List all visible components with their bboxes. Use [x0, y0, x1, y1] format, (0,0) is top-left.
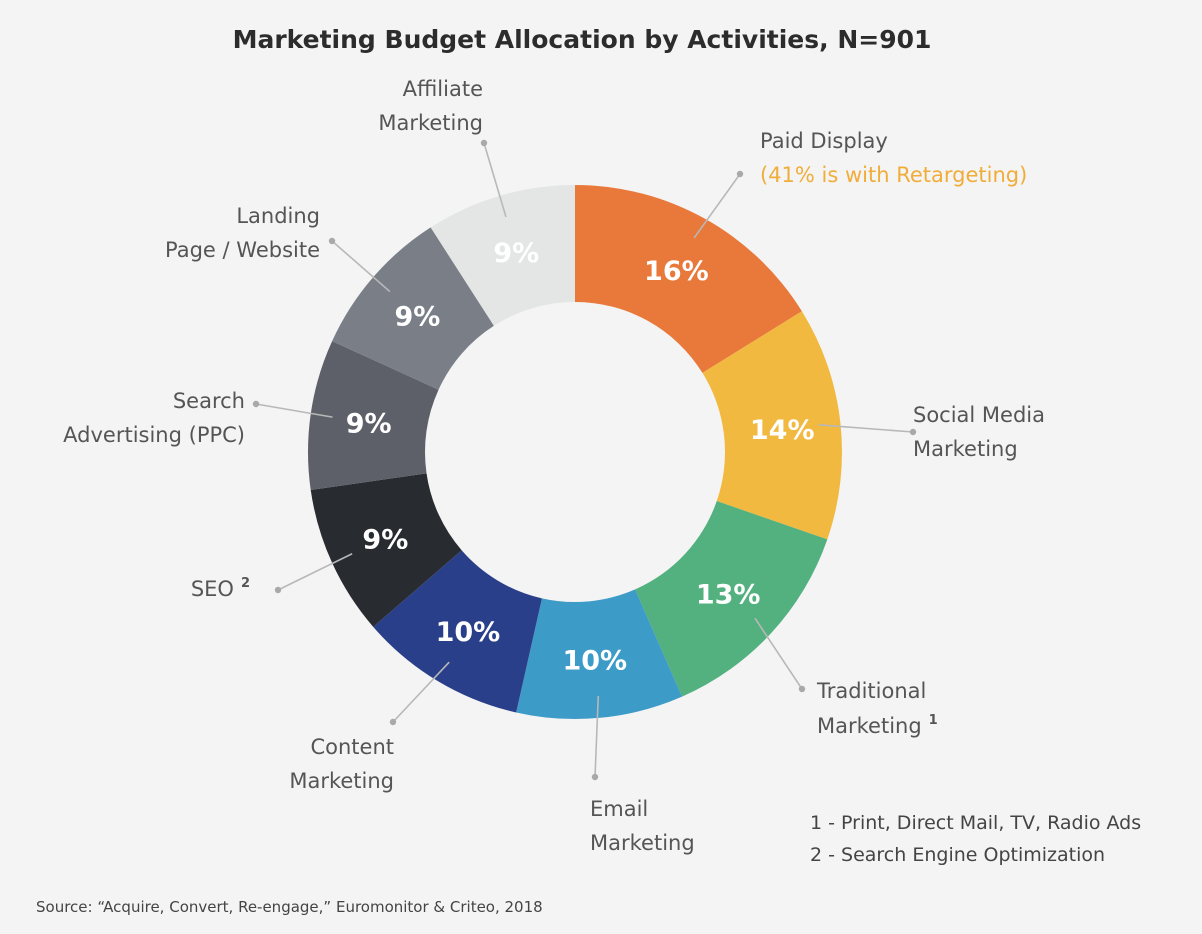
percent-labels: 16% 14% 13% 10% 10% 9% 9% 9% 9% — [346, 238, 815, 677]
category-label-paid-display: Paid Display — [760, 129, 888, 153]
chart-title: Marketing Budget Allocation by Activitie… — [233, 25, 932, 54]
percent-label-email-marketing: 10% — [562, 646, 627, 677]
leader-line-social-media-marketing — [818, 424, 914, 433]
leader-line-paid-display — [693, 173, 741, 239]
percent-label-seo: 9% — [362, 525, 408, 556]
leader-line-email-marketing — [594, 695, 600, 778]
leader-lines — [252, 139, 917, 781]
leader-dot-social-media-marketing — [909, 428, 917, 436]
slice-affiliate-marketing — [430, 185, 575, 326]
percent-label-content-marketing: 10% — [436, 617, 501, 648]
donut-slices — [308, 185, 843, 719]
slice-social-media-marketing — [702, 311, 843, 540]
slice-email-marketing — [516, 589, 683, 719]
category-labels: Paid Display (41% is with Retargeting) Soc… — [63, 77, 1045, 855]
leader-dot-content-marketing — [389, 718, 397, 726]
percent-label-affiliate-marketing: 9% — [493, 238, 539, 269]
leader-line-traditional-marketing — [754, 617, 803, 690]
slice-paid-display — [575, 185, 802, 373]
category-label-landing-page-website: Page / Website — [165, 238, 320, 262]
leader-line-content-marketing — [392, 661, 450, 723]
leader-line-affiliate-marketing — [483, 142, 507, 218]
category-label-affiliate-marketing: Marketing — [378, 111, 483, 135]
percent-label-search-advertising-ppc: 9% — [346, 408, 392, 439]
category-label-email-marketing: Email — [590, 797, 648, 821]
source-note: Source: “Acquire, Convert, Re-engage,” E… — [36, 898, 543, 916]
slice-content-marketing — [373, 550, 542, 713]
leader-dot-paid-display — [736, 170, 744, 178]
leader-line-landing-page-website — [331, 240, 391, 293]
slice-landing-page-website — [332, 227, 494, 390]
category-label-traditional-marketing: Traditional — [816, 679, 926, 703]
percent-label-traditional-marketing: 13% — [696, 579, 761, 610]
leader-dot-email-marketing — [591, 773, 599, 781]
footnote-2: 2 - Search Engine Optimization — [810, 844, 1105, 866]
footnote-1: 1 - Print, Direct Mail, TV, Radio Ads — [810, 812, 1141, 834]
category-note-paid-display: (41% is with Retargeting) — [760, 163, 1027, 187]
category-label-content-marketing: Content — [310, 735, 394, 759]
category-label-landing-page-website: Landing — [236, 204, 320, 228]
leader-line-search-advertising-ppc — [255, 403, 333, 418]
leader-line-seo — [277, 553, 353, 591]
category-label-content-marketing: Marketing — [289, 769, 394, 793]
footnote-marker: 2 — [241, 576, 250, 591]
slice-seo — [310, 473, 462, 627]
category-label-seo: SEO 2 — [191, 576, 250, 601]
category-label-email-marketing: Marketing — [590, 831, 695, 855]
category-label-social-media-marketing: Social Media — [913, 403, 1045, 427]
slice-search-advertising-ppc — [308, 341, 439, 490]
leader-dot-affiliate-marketing — [480, 139, 488, 147]
leader-dot-landing-page-website — [328, 237, 336, 245]
category-label-affiliate-marketing: Affiliate — [403, 77, 483, 101]
leader-dot-search-advertising-ppc — [252, 400, 260, 408]
slice-traditional-marketing — [635, 501, 828, 697]
category-label-traditional-marketing: Marketing 1 — [817, 713, 938, 738]
percent-label-social-media-marketing: 14% — [750, 415, 815, 446]
category-label-search-advertising-ppc: Advertising (PPC) — [63, 423, 245, 447]
category-label-search-advertising-ppc: Search — [173, 389, 245, 413]
footnote-marker: 1 — [929, 713, 938, 728]
category-label-social-media-marketing: Marketing — [913, 437, 1018, 461]
percent-label-paid-display: 16% — [644, 256, 709, 287]
leader-dot-traditional-marketing — [798, 685, 806, 693]
percent-label-landing-page-website: 9% — [395, 301, 441, 332]
leader-dot-seo — [274, 586, 282, 594]
